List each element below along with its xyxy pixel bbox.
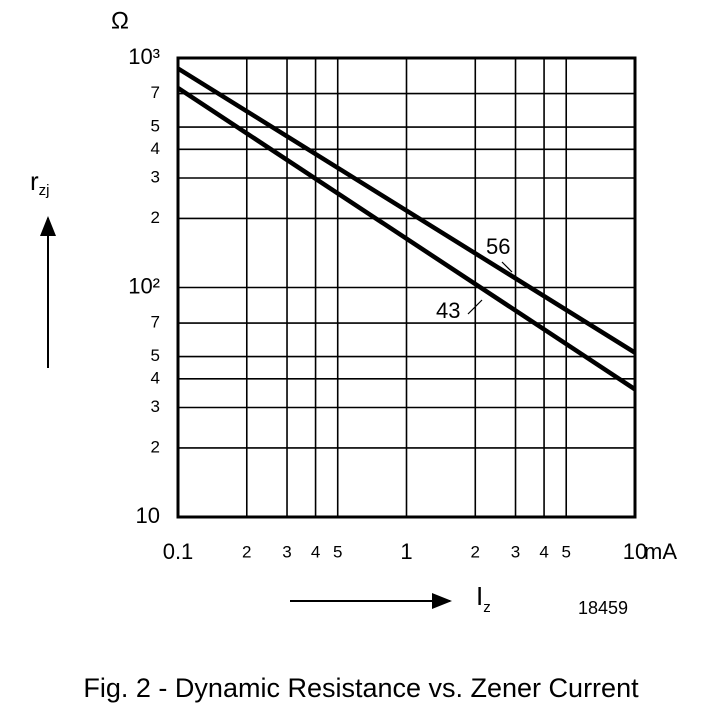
- figure-number: 18459: [578, 598, 628, 618]
- x-tick-label: 2: [242, 542, 251, 561]
- y-label: rzj: [30, 166, 50, 199]
- y-tick-label: 4: [151, 368, 160, 387]
- y-label-main: r: [30, 166, 39, 196]
- x-tick-label: 0.1: [163, 539, 194, 564]
- x-unit: mA: [644, 539, 677, 564]
- x-tick-label: 2: [471, 542, 480, 561]
- y-tick-label: 2: [151, 208, 160, 227]
- leader-line: [501, 261, 513, 273]
- x-tick-label: 3: [282, 542, 291, 561]
- series-line: [176, 86, 637, 392]
- x-label-main: I: [476, 581, 483, 611]
- leader-line: [467, 299, 483, 315]
- series-label: 43: [436, 298, 460, 323]
- y-tick-label: 3: [151, 397, 160, 416]
- y-tick-label: 2: [151, 437, 160, 456]
- y-tick-label: 10²: [128, 273, 160, 298]
- y-tick-label: 3: [151, 167, 160, 186]
- y-tick-label: 5: [151, 117, 160, 136]
- y-tick-label: 4: [151, 139, 160, 158]
- series-line: [176, 66, 637, 355]
- plot-frame: [176, 56, 637, 519]
- x-label-sub: z: [483, 599, 491, 616]
- x-tick-label: 3: [511, 542, 520, 561]
- y-unit: Ω: [111, 7, 129, 34]
- x-tick-label: 4: [539, 542, 548, 561]
- x-label: Iz: [476, 581, 491, 616]
- y-tick-label: 5: [151, 346, 160, 365]
- y-label-sub: zj: [39, 182, 50, 199]
- x-tick-label: 10: [623, 539, 647, 564]
- x-tick-label: 5: [333, 542, 342, 561]
- x-tick-label: 1: [400, 539, 412, 564]
- y-tick-label: 10³: [128, 44, 160, 69]
- x-tick-label: 4: [311, 542, 320, 561]
- x-tick-label: 5: [561, 542, 570, 561]
- y-tick-label: 10: [136, 503, 160, 528]
- caption: Fig. 2 - Dynamic Resistance vs. Zener Cu…: [83, 673, 639, 703]
- series-label: 56: [486, 234, 510, 259]
- y-tick-label: 7: [151, 83, 160, 102]
- y-tick-label: 7: [151, 313, 160, 332]
